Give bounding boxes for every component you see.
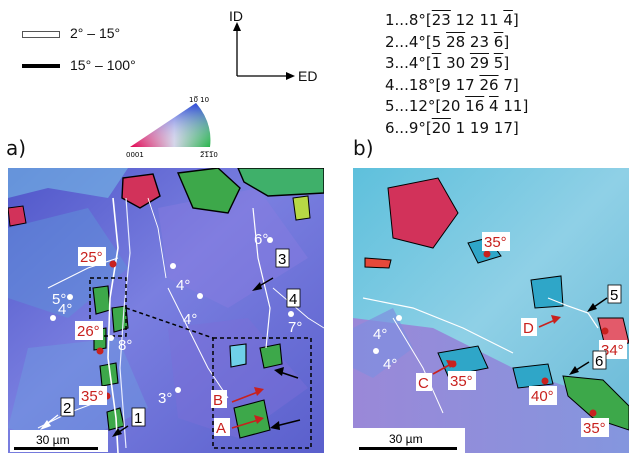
panel-a-letter-b: B [213, 392, 223, 409]
panel-a-ebsd-map: 25° 26° 35° 5° 4° 8° 4° 4° 6° 3° 7° 1 2 … [8, 168, 324, 453]
legend: 2° – 15° 15° – 100° [18, 22, 208, 82]
panel-a-angle-4c: 4° [183, 311, 197, 328]
panel-a-letter-a: A [216, 420, 226, 437]
panel-a-angle-6: 6° [254, 231, 268, 248]
ipf-top-label: 10̅ 10 [189, 96, 209, 104]
panel-a-scale-bar [14, 447, 98, 450]
panel-a-label: a) [6, 136, 26, 160]
ed-axis-label: ED [298, 68, 317, 84]
panel-b-letter-d: D [523, 320, 534, 337]
panel-b-scale-label: 30 µm [389, 432, 423, 446]
low-angle-line-swatch [22, 31, 60, 38]
panel-b-tag-6: 6 [595, 353, 603, 370]
panel-a-tag-3: 3 [278, 251, 286, 268]
panel-a-angle-7: 7° [288, 319, 302, 336]
panel-b-label: b) [353, 136, 374, 160]
panel-a-angle-4b: 4° [176, 277, 190, 294]
panel-b-angle-4a: 4° [373, 326, 387, 343]
id-axis-label: ID [229, 8, 243, 24]
panel-a-tag-1: 1 [134, 410, 142, 427]
panel-b-angle-35c: 35° [583, 420, 606, 437]
ipf-left-label: 0001 [126, 151, 144, 159]
ipf-color-key: 10̅ 10 0001 2̅1̅1̅0 [118, 95, 236, 165]
orientation-row: 6...9°[20 1 19 17] [385, 118, 528, 140]
panel-a-angle-35: 35° [81, 388, 104, 405]
high-angle-line-swatch [22, 64, 60, 68]
orientation-row: 3...4°[1 30 29 5] [385, 53, 528, 75]
panel-b-scale-bar [359, 447, 457, 450]
panel-a-tag-4: 4 [289, 291, 297, 308]
orientation-row: 5...12°[20 16 4 11] [385, 96, 528, 118]
panel-b-angle-4b: 4° [383, 356, 397, 373]
low-angle-legend-label: 2° – 15° [70, 25, 120, 41]
ed-arrow-head [286, 72, 295, 80]
ipf-right-label: 2̅1̅1̅0 [200, 151, 218, 159]
panel-b-ebsd-map: 35° 34° 35° 40° 35° 4° 4° 5 6 D C 30 µm [353, 168, 629, 453]
orientation-row: 2...4°[5 28 23 6] [385, 32, 528, 54]
panel-a-angle-25: 25° [80, 249, 103, 266]
orientation-list: 1...8°[23 12 11 4] 2...4°[5 28 23 6] 3...4… [385, 10, 528, 139]
orientation-row: 4...18°[9 17 26 7] [385, 75, 528, 97]
panel-a-angle-8: 8° [118, 337, 132, 354]
panel-a-tag-2: 2 [63, 400, 71, 417]
panel-b-tag-5: 5 [610, 287, 618, 304]
panel-a-angle-4a: 4° [58, 301, 72, 318]
panel-a-angle-26: 26° [77, 323, 100, 340]
panel-b-letter-c: C [418, 375, 429, 392]
panel-a-angle-3: 3° [158, 390, 172, 407]
panel-b-angle-35a: 35° [484, 234, 507, 251]
high-angle-legend-label: 15° – 100° [70, 57, 136, 73]
panel-b-angle-40: 40° [531, 388, 554, 405]
orientation-row: 1...8°[23 12 11 4] [385, 10, 528, 32]
panel-b-angle-35b: 35° [450, 373, 473, 390]
panel-a-scale-label: 30 µm [36, 433, 70, 447]
